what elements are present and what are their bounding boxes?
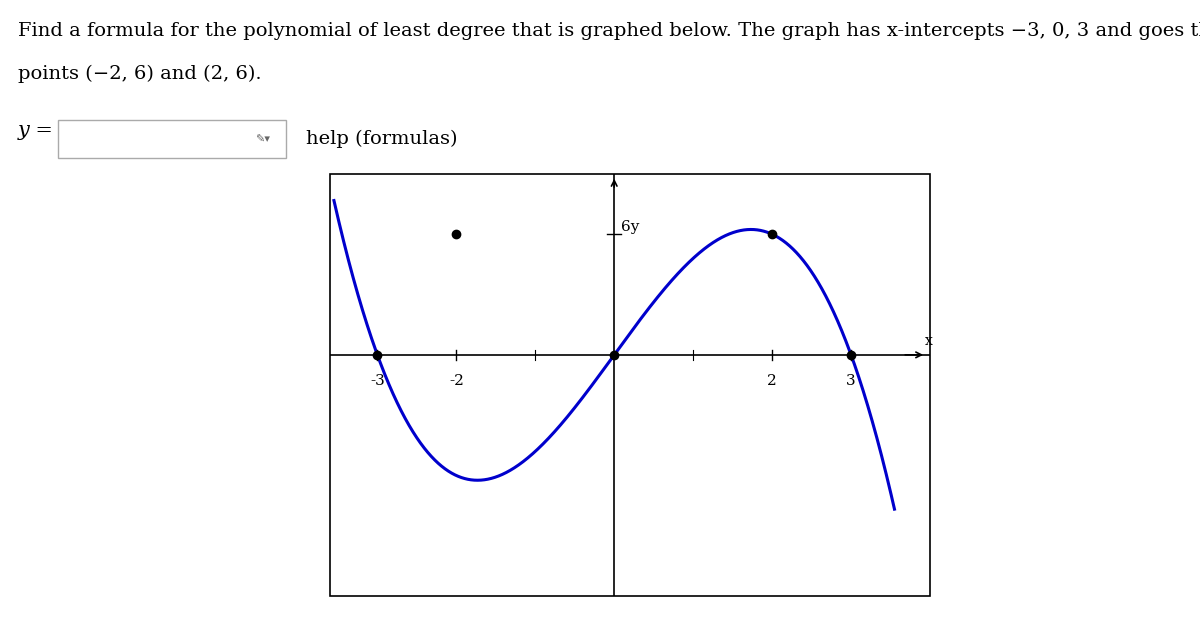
Text: Find a formula for the polynomial of least degree that is graphed below. The gra: Find a formula for the polynomial of lea… [18, 22, 1200, 40]
Text: 6y: 6y [620, 220, 638, 234]
Text: 2: 2 [767, 374, 776, 388]
Text: 3: 3 [846, 374, 856, 388]
Text: help (formulas): help (formulas) [306, 130, 457, 148]
Text: -2: -2 [449, 374, 463, 388]
FancyBboxPatch shape [58, 120, 286, 158]
Text: ✎▾: ✎▾ [256, 134, 270, 144]
Text: x: x [924, 334, 932, 348]
Text: y =: y = [18, 121, 54, 140]
Bar [330, 174, 930, 596]
Text: -3: -3 [370, 374, 385, 388]
Text: points (−2, 6) and (2, 6).: points (−2, 6) and (2, 6). [18, 65, 262, 83]
